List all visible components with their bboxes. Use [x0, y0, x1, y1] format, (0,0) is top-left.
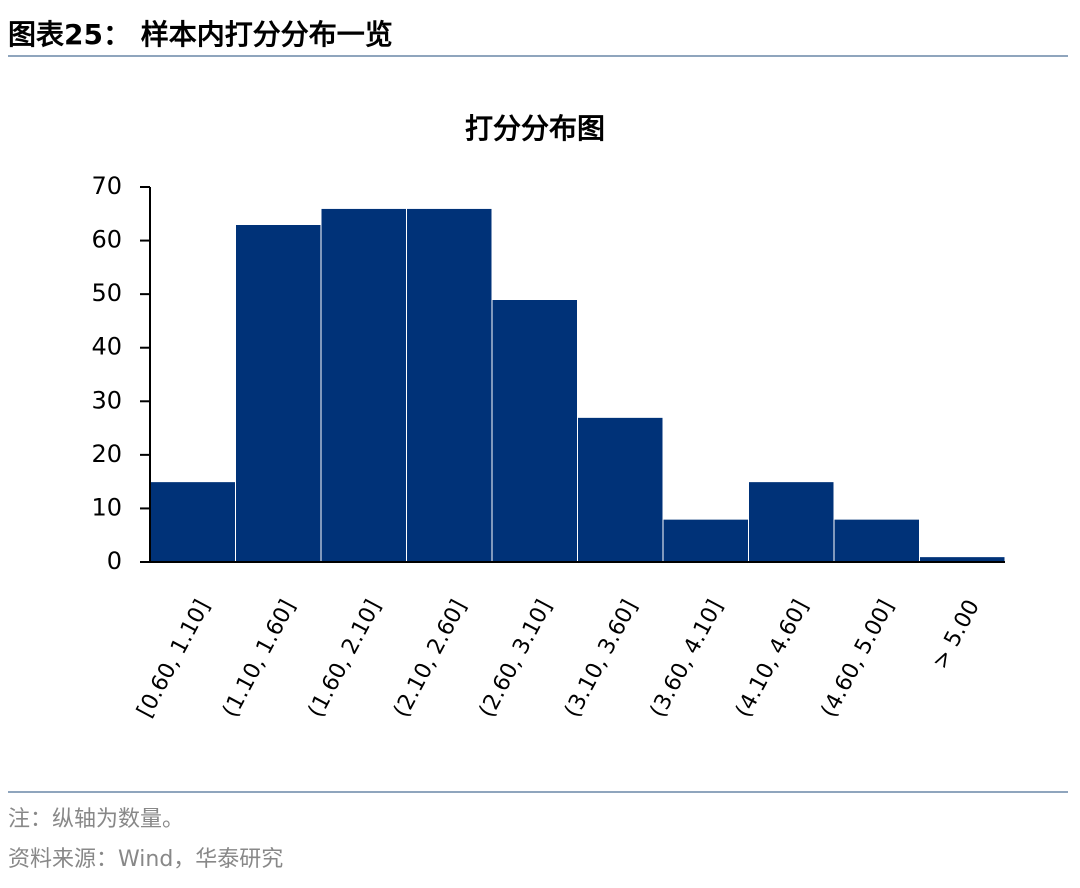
x-tick-label: (4.60, 5.00]: [817, 596, 900, 722]
y-tick-label: 30: [91, 386, 122, 414]
bar: [491, 299, 578, 563]
bar: [833, 518, 920, 563]
x-tick-label: (1.10, 1.60]: [218, 596, 301, 722]
y-tick-label: 10: [91, 493, 122, 521]
bar: [149, 481, 236, 563]
note: 注：纵轴为数量。: [8, 807, 184, 832]
bar: [662, 518, 749, 563]
y-tick-label: 40: [91, 333, 122, 361]
x-tick-label: (2.60, 3.10]: [475, 596, 558, 722]
source: 资料来源：Wind，华泰研究: [8, 847, 283, 872]
y-tick-label: 0: [107, 547, 122, 575]
y-tick-label: 70: [91, 172, 122, 200]
chart-title: 打分分布图: [465, 112, 605, 145]
bar: [235, 224, 322, 563]
y-tick-label: 50: [91, 279, 122, 307]
page-title: 图表25： 样本内打分分布一览: [8, 18, 393, 51]
bar: [748, 481, 835, 563]
bar: [320, 207, 407, 563]
x-tick-label: (1.60, 2.10]: [304, 596, 387, 722]
y-tick-label: 20: [91, 440, 122, 468]
bar: [406, 207, 493, 563]
bar: [577, 416, 664, 563]
x-tick-label: (3.60, 4.10]: [646, 596, 729, 722]
x-tick-label: (4.10, 4.60]: [731, 596, 814, 722]
x-tick-label: [0.60, 1.10]: [133, 596, 216, 722]
x-tick-label: (2.10, 2.60]: [389, 596, 472, 722]
y-tick-label: 60: [91, 226, 122, 254]
x-tick-label: > 5.00: [928, 596, 985, 673]
x-tick-label: (3.10, 3.60]: [560, 596, 643, 722]
